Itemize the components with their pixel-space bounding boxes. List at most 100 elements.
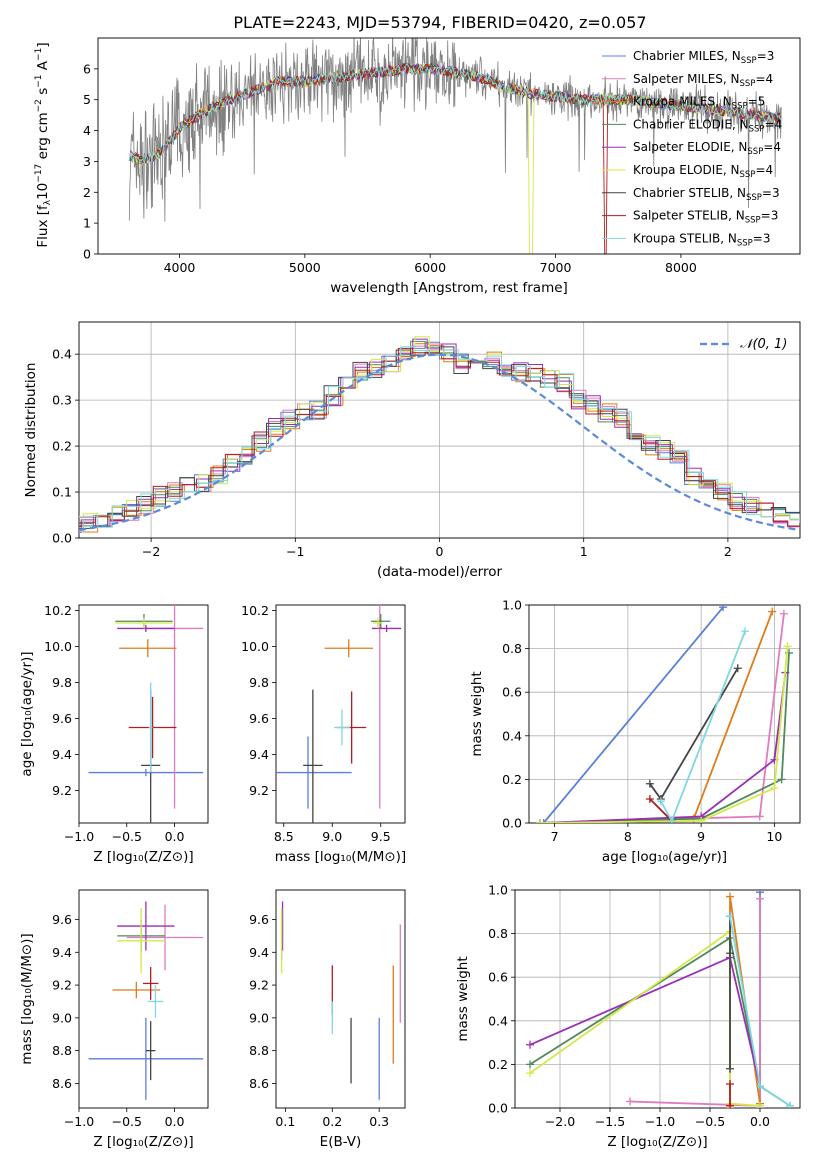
x-tick-label: 9.0: [322, 829, 342, 844]
x-tick-label: 7000: [540, 260, 572, 275]
legend-ssp-subscript: SSP: [741, 56, 757, 66]
weight-vs-age-lines: [535, 605, 794, 823]
y-tick-label: 0.1: [52, 485, 72, 500]
x-axis-label: Z [log₁₀(Z/Z⊙)]: [93, 849, 193, 865]
legend-model-name: Kroupa ELODIE: [633, 163, 723, 177]
y-tick-label: 0: [83, 247, 91, 262]
weight-marker: [535, 819, 544, 823]
x-tick-label: −0.5: [112, 1114, 142, 1129]
y-tick-label: 9.2: [52, 978, 72, 993]
legend-n-prefix: , N: [732, 117, 749, 131]
legend-nssp-value: 4: [766, 72, 774, 86]
x-tick-label: 0.0: [165, 1114, 185, 1129]
legend-ssp-subscript: SSP: [747, 147, 763, 157]
x-tick-label: 0.2: [322, 1114, 342, 1129]
legend-model-name: Salpeter MILES: [633, 72, 723, 86]
x-tick-label: 2: [724, 544, 732, 559]
x-tick-label: 1: [580, 544, 588, 559]
x-tick-label: 8.5: [274, 829, 294, 844]
x-tick-label: −2: [142, 544, 160, 559]
legend-model-name: Salpeter STELIB: [633, 209, 728, 223]
legend-model-name: Kroupa MILES: [633, 95, 715, 109]
weight-marker: [779, 609, 788, 618]
weight-marker: [756, 1101, 764, 1108]
legend-equals: =: [763, 140, 773, 154]
x-axis-label: mass [log₁₀(M/M⊙)]: [275, 849, 406, 865]
weight-vs-age-panel: 7 8 9 10 0.0 0.2 0.4 0.6 0.8 1.0 age [log₁₀(age/yr…: [469, 598, 801, 865]
legend-equals: =: [748, 95, 758, 109]
y-tick-label: 9.4: [52, 747, 72, 762]
legend-n-prefix: , N: [723, 72, 740, 86]
legend-n-prefix: , N: [724, 49, 741, 63]
axes-frame: [514, 889, 801, 1109]
weight-marker: [783, 642, 792, 651]
y-tick-label: 1.0: [502, 598, 522, 613]
y-axis-label: mass weight: [455, 956, 471, 1041]
x-tick-label: 0.0: [165, 829, 185, 844]
y-tick-label: 6: [83, 61, 91, 76]
weight-marker: [726, 1064, 734, 1073]
weight-line: [542, 606, 724, 823]
legend-equals: =: [757, 49, 767, 63]
residuals-panel: −2 −1 0 1 2 0.0 0.1 0.2 0.3 0.4 (data-model)/error…: [23, 321, 801, 580]
y-tick-label: 0.8: [488, 926, 508, 941]
x-tick-label: −1.0: [64, 829, 94, 844]
legend-nssp-value: 4: [775, 117, 783, 131]
weight-marker: [777, 775, 786, 784]
y-tick-label: 4: [83, 123, 91, 138]
residual-plot-area: [79, 336, 800, 534]
weight-marker: [768, 607, 777, 616]
weight-marker: [697, 816, 706, 823]
y-tick-label: 0.0: [488, 1101, 508, 1116]
y-tick-label: 9.0: [249, 1010, 269, 1025]
model-spectrum-salpeter-stelib: [129, 62, 782, 254]
y-tick-label: 9.8: [52, 675, 72, 690]
y-tick-label: 9.6: [249, 711, 269, 726]
legend-n-prefix: , N: [729, 186, 746, 200]
legend-n-prefix: , N: [723, 163, 740, 177]
x-tick-label: −1.0: [645, 1114, 675, 1129]
y-tick-label: 9.8: [249, 675, 269, 690]
y-axis-label: Normed distribution: [23, 363, 39, 498]
legend-ssp-subscript: SSP: [732, 102, 748, 112]
weight-marker: [726, 892, 734, 901]
model-spectrum-salpeter-elodie: [128, 63, 782, 167]
y-tick-label: 0.6: [502, 685, 522, 700]
y-tick-label: 0.4: [488, 1013, 508, 1028]
axes-frame: [78, 604, 209, 824]
y-axis-label: mass weight: [469, 671, 485, 756]
x-tick-label: 0.0: [750, 1114, 770, 1129]
legend-nssp-value: 5: [758, 95, 766, 109]
weight-marker: [526, 1040, 534, 1049]
axes-frame: [275, 604, 406, 824]
legend-ssp-subscript: SSP: [740, 79, 756, 89]
y-tick-label: 0.0: [52, 531, 72, 546]
weight-marker: [786, 1101, 794, 1108]
x-tick-label: 8000: [665, 260, 697, 275]
legend-label: Salpeter STELIB, NSSP=3: [633, 209, 778, 226]
legend-model-name: Chabrier STELIB: [633, 186, 729, 200]
weight-marker: [539, 819, 548, 823]
weight-marker: [645, 779, 654, 788]
y-tick-label: 9.2: [249, 978, 269, 993]
legend-model-name: Kroupa STELIB: [633, 231, 720, 245]
x-axis-label: wavelength [Angstrom, rest frame]: [330, 280, 568, 296]
y-tick-label: 0.2: [502, 772, 522, 787]
axes-frame: [528, 604, 801, 824]
weight-line: [539, 652, 790, 823]
legend-equals: =: [762, 186, 772, 200]
y-tick-label: 9.6: [249, 912, 269, 927]
legend-equals: =: [753, 231, 763, 245]
weight-marker: [719, 605, 728, 612]
x-tick-label: −1: [286, 544, 304, 559]
legend-model-name: Chabrier ELODIE: [633, 117, 732, 131]
weight-vs-Z-lines: [526, 890, 794, 1108]
y-tick-label: 9.2: [249, 783, 269, 798]
x-axis-label: (data-model)/error: [377, 564, 503, 580]
legend-model-name: Salpeter ELODIE: [633, 140, 731, 154]
residual-histogram-chabrier-stelib: [79, 346, 800, 529]
y-axis-label: age [log₁₀(age/yr)]: [19, 651, 35, 776]
legend-equals: =: [755, 163, 765, 177]
y-tick-label: 10.2: [44, 603, 72, 618]
